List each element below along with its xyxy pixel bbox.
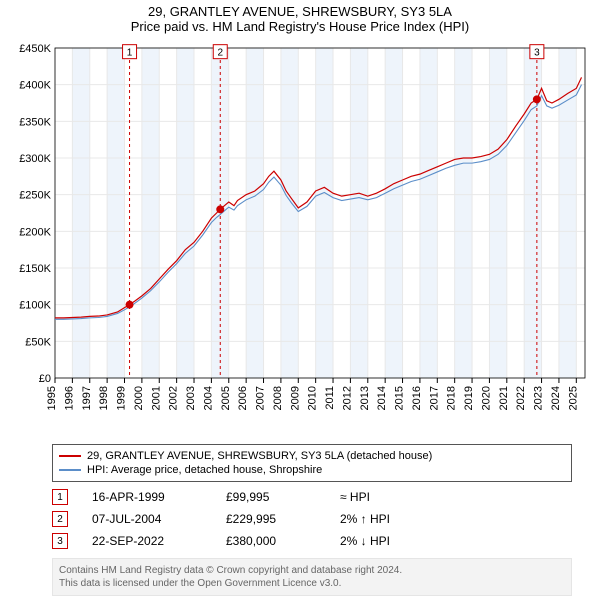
txn-price: £99,995 [226, 490, 316, 504]
svg-text:2006: 2006 [237, 386, 249, 410]
svg-text:2009: 2009 [289, 386, 301, 410]
flag-icon: 2 [52, 511, 68, 527]
svg-text:£150K: £150K [19, 263, 51, 275]
title-main: 29, GRANTLEY AVENUE, SHREWSBURY, SY3 5LA [0, 4, 600, 19]
txn-note: 2% ↓ HPI [340, 534, 430, 548]
svg-text:2007: 2007 [255, 386, 267, 410]
svg-text:2005: 2005 [220, 386, 232, 410]
legend-label-subject: 29, GRANTLEY AVENUE, SHREWSBURY, SY3 5LA… [87, 450, 432, 462]
svg-text:2002: 2002 [168, 386, 180, 410]
flag-icon: 1 [52, 489, 68, 505]
svg-text:2025: 2025 [567, 386, 579, 410]
title-sub: Price paid vs. HM Land Registry's House … [0, 19, 600, 38]
table-row: 3 22-SEP-2022 £380,000 2% ↓ HPI [52, 530, 572, 552]
table-row: 2 07-JUL-2004 £229,995 2% ↑ HPI [52, 508, 572, 530]
svg-text:2015: 2015 [394, 386, 406, 410]
svg-text:2008: 2008 [272, 386, 284, 410]
svg-text:2024: 2024 [550, 386, 562, 410]
svg-text:2017: 2017 [428, 386, 440, 410]
chart-area: £0 £50K £100K £150K £200K £250K £300K £350K £400… [5, 38, 595, 438]
txn-date: 16-APR-1999 [92, 490, 202, 504]
txn-price: £380,000 [226, 534, 316, 548]
flag-icon: 3 [52, 533, 68, 549]
svg-text:2021: 2021 [498, 386, 510, 410]
svg-text:2013: 2013 [359, 386, 371, 410]
svg-text:£100K: £100K [19, 300, 51, 312]
svg-text:2016: 2016 [411, 386, 423, 410]
svg-text:£450K: £450K [19, 43, 51, 55]
svg-text:2020: 2020 [480, 386, 492, 410]
attribution-footer: Contains HM Land Registry data © Crown c… [52, 558, 572, 596]
svg-text:1998: 1998 [98, 386, 110, 410]
chart-container: 29, GRANTLEY AVENUE, SHREWSBURY, SY3 5LA… [0, 0, 600, 596]
svg-text:1996: 1996 [63, 386, 75, 410]
legend-label-hpi: HPI: Average price, detached house, Shro… [87, 464, 322, 476]
chart-svg: £0 £50K £100K £150K £200K £250K £300K £350K £400… [5, 38, 595, 438]
svg-text:2012: 2012 [341, 386, 353, 410]
svg-text:3: 3 [534, 48, 540, 59]
svg-text:£400K: £400K [19, 80, 51, 92]
svg-text:2019: 2019 [463, 386, 475, 410]
legend-row-hpi: HPI: Average price, detached house, Shro… [59, 463, 565, 477]
legend-row-subject: 29, GRANTLEY AVENUE, SHREWSBURY, SY3 5LA… [59, 449, 565, 463]
svg-text:£0: £0 [39, 373, 51, 385]
title-block: 29, GRANTLEY AVENUE, SHREWSBURY, SY3 5LA… [0, 0, 600, 38]
svg-text:2000: 2000 [133, 386, 145, 410]
svg-text:1: 1 [127, 48, 133, 59]
svg-text:2022: 2022 [515, 386, 527, 410]
footer-line1: Contains HM Land Registry data © Crown c… [59, 564, 565, 577]
svg-text:2011: 2011 [324, 386, 336, 410]
svg-text:£350K: £350K [19, 116, 51, 128]
svg-text:£50K: £50K [25, 336, 51, 348]
footer-line2: This data is licensed under the Open Gov… [59, 577, 565, 590]
transaction-table: 1 16-APR-1999 £99,995 ≈ HPI 2 07-JUL-200… [52, 486, 572, 552]
svg-text:1995: 1995 [46, 386, 58, 410]
svg-text:2: 2 [217, 48, 223, 59]
txn-date: 22-SEP-2022 [92, 534, 202, 548]
legend-swatch-hpi [59, 469, 81, 471]
txn-price: £229,995 [226, 512, 316, 526]
svg-text:2010: 2010 [307, 386, 319, 410]
txn-date: 07-JUL-2004 [92, 512, 202, 526]
svg-text:£200K: £200K [19, 226, 51, 238]
svg-text:2018: 2018 [446, 386, 458, 410]
svg-text:2014: 2014 [376, 386, 388, 410]
svg-text:£300K: £300K [19, 153, 51, 165]
svg-text:1999: 1999 [116, 386, 128, 410]
svg-text:2004: 2004 [202, 386, 214, 410]
legend-swatch-subject [59, 455, 81, 457]
svg-text:2003: 2003 [185, 386, 197, 410]
txn-note: 2% ↑ HPI [340, 512, 430, 526]
svg-text:2001: 2001 [150, 386, 162, 410]
legend: 29, GRANTLEY AVENUE, SHREWSBURY, SY3 5LA… [52, 444, 572, 482]
table-row: 1 16-APR-1999 £99,995 ≈ HPI [52, 486, 572, 508]
svg-text:£250K: £250K [19, 190, 51, 202]
txn-note: ≈ HPI [340, 490, 430, 504]
svg-text:2023: 2023 [533, 386, 545, 410]
svg-text:1997: 1997 [81, 386, 93, 410]
